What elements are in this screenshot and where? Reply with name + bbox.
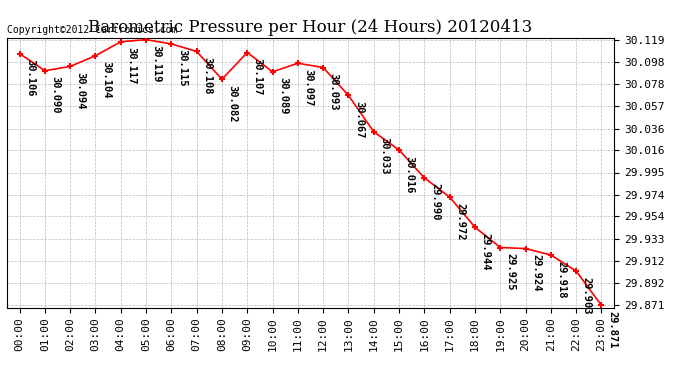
Title: Barometric Pressure per Hour (24 Hours) 20120413: Barometric Pressure per Hour (24 Hours) … xyxy=(88,19,533,36)
Text: 30.033: 30.033 xyxy=(380,137,389,175)
Text: 29.918: 29.918 xyxy=(556,261,566,298)
Text: 30.106: 30.106 xyxy=(25,59,35,97)
Text: 30.104: 30.104 xyxy=(101,61,111,99)
Text: 30.093: 30.093 xyxy=(328,73,339,111)
Text: 29.972: 29.972 xyxy=(455,203,465,240)
Text: 29.990: 29.990 xyxy=(430,183,440,221)
Text: 30.117: 30.117 xyxy=(126,47,137,85)
Text: 29.944: 29.944 xyxy=(480,233,491,270)
Text: 30.107: 30.107 xyxy=(253,58,263,96)
Text: 30.108: 30.108 xyxy=(202,57,213,94)
Text: 30.115: 30.115 xyxy=(177,50,187,87)
Text: 29.925: 29.925 xyxy=(506,253,516,291)
Text: 30.097: 30.097 xyxy=(304,69,313,106)
Text: 30.119: 30.119 xyxy=(152,45,161,83)
Text: 29.903: 29.903 xyxy=(582,277,592,314)
Text: 29.871: 29.871 xyxy=(607,311,617,348)
Text: 30.016: 30.016 xyxy=(404,156,415,193)
Text: 30.089: 30.089 xyxy=(278,77,288,115)
Text: 30.090: 30.090 xyxy=(50,76,61,114)
Text: Copyright©2012 Cartronics.com: Copyright©2012 Cartronics.com xyxy=(7,25,177,35)
Text: 30.094: 30.094 xyxy=(76,72,86,110)
Text: 30.082: 30.082 xyxy=(228,85,237,122)
Text: 29.924: 29.924 xyxy=(531,254,541,292)
Text: 30.067: 30.067 xyxy=(354,101,364,138)
